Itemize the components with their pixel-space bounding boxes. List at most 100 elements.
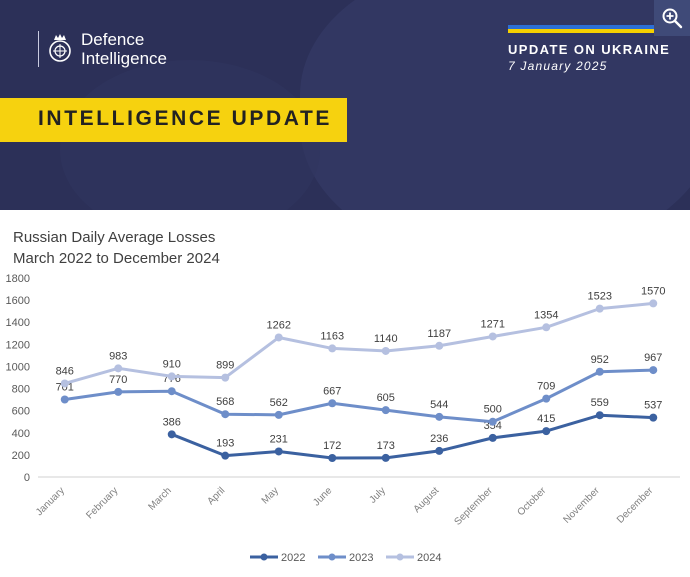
data-point-2024 <box>542 323 551 332</box>
data-point-2022 <box>649 413 658 422</box>
data-label-2024: 899 <box>216 360 234 372</box>
data-point-2023 <box>221 410 230 419</box>
data-point-2024 <box>488 332 497 341</box>
data-label-2024: 1163 <box>320 330 344 342</box>
x-tick-label: August <box>412 485 442 515</box>
data-label-2024: 983 <box>109 350 127 362</box>
data-point-2022 <box>595 411 604 420</box>
data-label-2022: 354 <box>484 420 502 432</box>
x-tick-label: November <box>561 485 602 526</box>
data-point-2024 <box>60 379 69 388</box>
x-tick-label: December <box>615 485 656 526</box>
data-point-2023 <box>167 387 176 396</box>
legend-marker-2023 <box>328 553 336 561</box>
data-point-2024 <box>274 333 283 342</box>
data-point-2024 <box>595 304 604 313</box>
chart-subtitle: March 2022 to December 2024 <box>13 250 220 267</box>
zoom-button[interactable] <box>654 0 690 36</box>
y-tick-label: 200 <box>12 450 30 462</box>
series-line-2024 <box>64 301 654 385</box>
y-tick-label: 1000 <box>6 361 30 373</box>
banner-text: INTELLIGENCE UPDATE <box>38 107 333 130</box>
legend-marker-2022 <box>260 553 268 561</box>
data-label-2023: 500 <box>484 404 502 416</box>
data-label-2023: 605 <box>377 392 395 404</box>
series-line-2023 <box>64 368 654 424</box>
y-tick-label: 1800 <box>6 273 30 285</box>
intelligence-update-banner: INTELLIGENCE UPDATE <box>0 98 347 142</box>
data-label-2023: 544 <box>430 399 448 411</box>
data-label-2024: 1523 <box>588 291 612 303</box>
line-chart: 0 200 400 600 800 1000 1200 1400 1600 1800 January… <box>6 273 680 564</box>
data-point-2024 <box>328 344 337 353</box>
map-background <box>300 0 690 210</box>
x-tick-label: July <box>368 485 388 505</box>
legend-marker-2024 <box>396 553 404 561</box>
x-tick-label: January <box>34 485 67 518</box>
data-point-2024 <box>435 341 444 350</box>
data-label-2024: 1271 <box>481 318 505 330</box>
x-tick-label: May <box>260 485 281 506</box>
data-point-2022 <box>542 427 551 436</box>
data-point-2022 <box>221 451 230 460</box>
chart-title-block: Russian Daily Average Losses March 2022 … <box>13 227 220 269</box>
series-line-2022 <box>171 413 654 460</box>
data-label-2022: 173 <box>377 440 395 452</box>
data-label-2024: 1570 <box>641 285 665 297</box>
y-tick-label: 400 <box>12 428 30 440</box>
y-tick-label: 1400 <box>6 317 30 329</box>
data-label-2024: 1140 <box>374 333 398 345</box>
data-point-2022 <box>167 430 176 439</box>
y-tick-label: 1600 <box>6 295 30 307</box>
data-label-2024: 1354 <box>534 309 558 321</box>
update-date: 7 January 2025 <box>508 59 608 73</box>
data-label-2022: 386 <box>163 416 181 428</box>
data-label-2023: 562 <box>270 397 288 409</box>
data-point-2024 <box>381 346 390 355</box>
data-label-2023: 952 <box>591 354 609 366</box>
x-tick-label: February <box>84 485 120 521</box>
data-point-2023 <box>381 406 390 415</box>
legend-label-2022: 2022 <box>281 552 305 564</box>
data-point-2024 <box>649 299 658 308</box>
data-point-2022 <box>274 447 283 456</box>
data-label-2022: 236 <box>430 433 448 445</box>
header-panel: Defence Intelligence UPDATE ON UKRAINE 7… <box>0 0 690 210</box>
legend-label-2023: 2023 <box>349 552 373 564</box>
data-label-2023: 770 <box>109 374 127 386</box>
x-tick-label: June <box>311 485 334 508</box>
data-point-2022 <box>488 433 497 442</box>
data-point-2023 <box>328 399 337 408</box>
x-tick-label: September <box>453 485 496 528</box>
data-point-2022 <box>328 453 337 462</box>
data-label-2023: 701 <box>56 382 74 394</box>
data-label-2022: 172 <box>323 440 341 452</box>
data-label-2024: 846 <box>56 365 74 377</box>
data-label-2024: 910 <box>163 358 181 370</box>
ukraine-flag-stripe <box>508 25 656 33</box>
data-point-2022 <box>435 446 444 455</box>
data-point-2023 <box>542 394 551 403</box>
data-point-2023 <box>435 412 444 421</box>
data-label-2022: 193 <box>216 438 234 450</box>
org-name-line2: Intelligence <box>81 49 168 68</box>
data-point-2023 <box>488 417 497 426</box>
data-point-2024 <box>114 364 123 373</box>
legend-label-2024: 2024 <box>417 552 441 564</box>
data-point-2024 <box>221 373 230 382</box>
x-tick-label: October <box>515 485 548 518</box>
x-tick-label: March <box>146 485 173 512</box>
data-point-2023 <box>649 366 658 375</box>
chart-title: Russian Daily Average Losses <box>13 229 216 246</box>
defence-intelligence-logo: Defence Intelligence <box>38 30 167 68</box>
data-point-2023 <box>60 395 69 404</box>
data-label-2022: 231 <box>270 433 288 445</box>
data-label-2024: 1262 <box>267 319 291 331</box>
data-point-2024 <box>167 372 176 381</box>
y-tick-label: 600 <box>12 406 30 418</box>
data-point-2023 <box>274 410 283 419</box>
data-label-2022: 415 <box>537 413 555 425</box>
x-tick-label: April <box>205 485 227 507</box>
y-tick-label: 0 <box>24 472 30 484</box>
data-label-2022: 559 <box>591 397 609 409</box>
